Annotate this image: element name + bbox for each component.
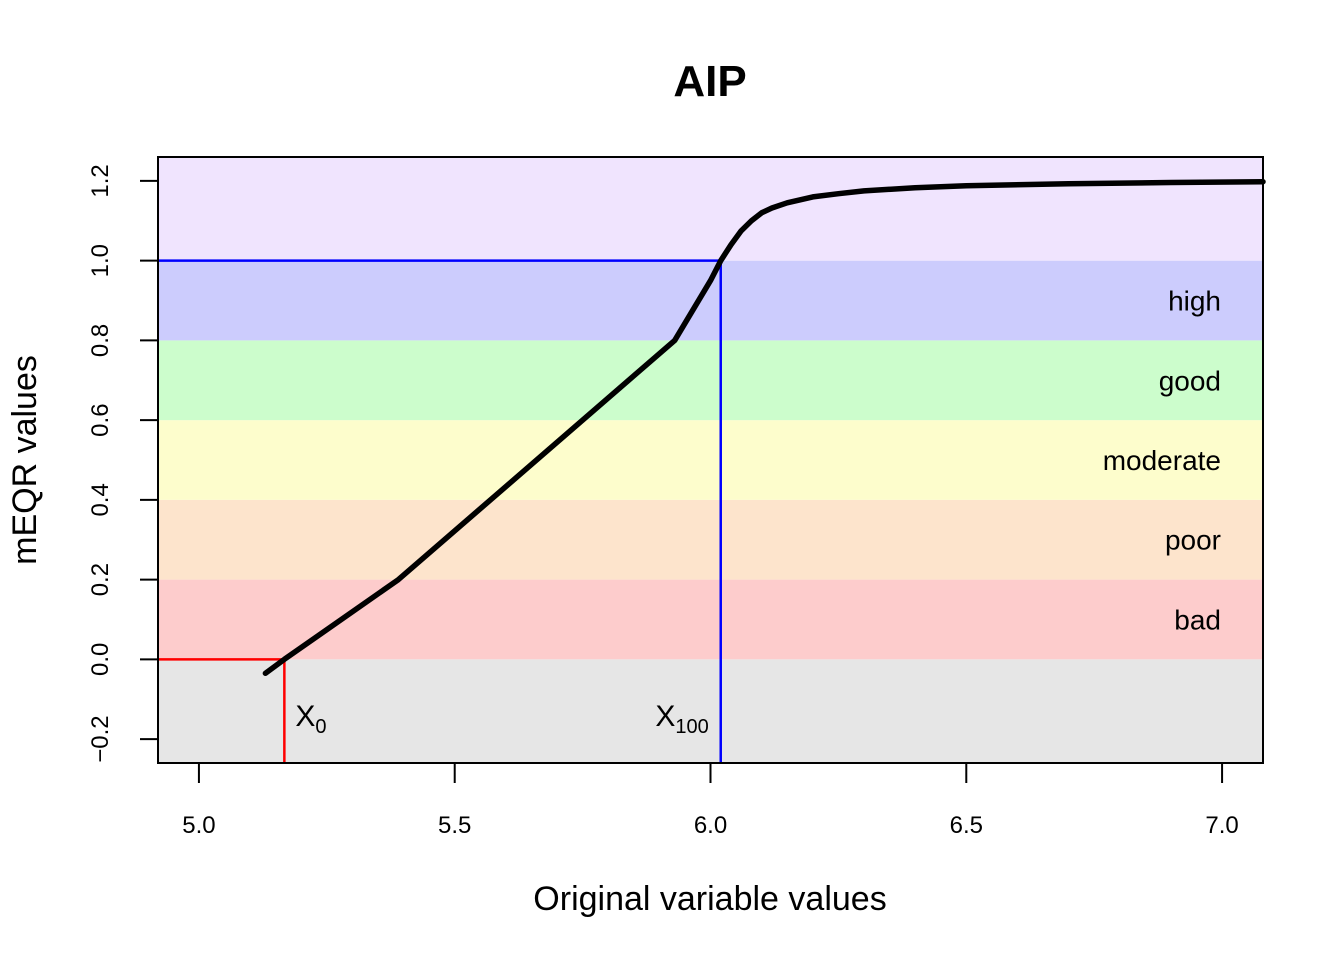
band-label-moderate: moderate <box>1103 445 1221 476</box>
marker-label-X100: X100 <box>655 700 708 738</box>
y-tick-label: 0.2 <box>87 563 114 596</box>
y-tick-label: 1.2 <box>87 164 114 197</box>
band-zone-6 <box>158 157 1263 261</box>
band-label-bad: bad <box>1174 604 1221 635</box>
x-tick-label: 5.5 <box>438 812 471 839</box>
reference-lines <box>158 259 722 763</box>
y-axis: −0.2 0.0 0.2 0.4 0.6 0.8 1.0 1.2 <box>87 164 158 763</box>
x-tick-label: 6.5 <box>950 812 983 839</box>
band-label-poor: poor <box>1165 525 1221 556</box>
y-tick-label: 0.4 <box>87 483 114 516</box>
x-axis: 5.0 5.5 6.0 6.5 7.0 <box>182 763 1239 839</box>
band-good <box>158 340 1263 421</box>
x-tick-label: 7.0 <box>1205 812 1238 839</box>
marker-label-X0: X0 <box>295 700 326 738</box>
band-bad <box>158 579 1263 660</box>
x-tick-label: 5.0 <box>182 812 215 839</box>
band-zone-0 <box>158 659 1263 763</box>
y-tick-label: −0.2 <box>87 715 114 762</box>
x-tick-label: 6.0 <box>694 812 727 839</box>
series-line-0 <box>262 178 1266 677</box>
y-axis-title: mEQR values <box>6 355 44 565</box>
x-axis-title: Original variable values <box>533 880 886 918</box>
curve-layer <box>262 178 1266 677</box>
band-labels: bad poor moderate good high <box>1103 286 1221 636</box>
band-label-high: high <box>1168 286 1221 317</box>
band-label-good: good <box>1159 365 1221 396</box>
y-tick-label: 1.0 <box>87 244 114 277</box>
y-tick-label: 0.8 <box>87 324 114 357</box>
y-tick-label: 0.6 <box>87 403 114 436</box>
y-tick-label: 0.0 <box>87 643 114 676</box>
chart-title: AIP <box>673 57 746 106</box>
marker-labels: X0 X100 <box>295 700 708 738</box>
band-moderate <box>158 420 1263 500</box>
quality-bands <box>158 157 1263 763</box>
band-poor <box>158 499 1263 580</box>
band-high <box>158 260 1263 341</box>
